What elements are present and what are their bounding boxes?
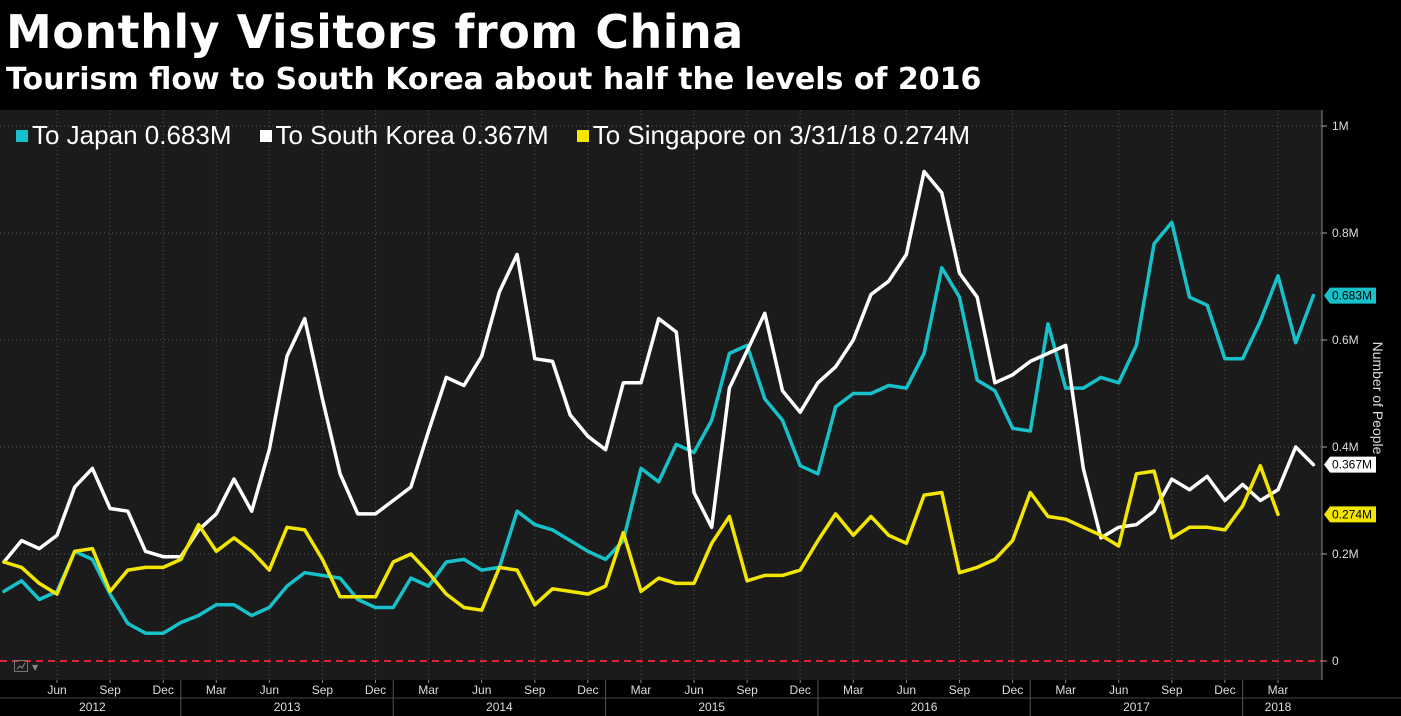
page-subtitle: Tourism flow to South Korea about half t… xyxy=(6,62,982,97)
y-axis-title: Number of People xyxy=(1370,341,1386,455)
legend-label-singapore: To Singapore on 3/31/18 xyxy=(592,120,877,150)
x-tick-label: Dec xyxy=(1002,683,1023,697)
end-label-text: 0.274M xyxy=(1332,507,1372,521)
japan-end-label: 0.683M xyxy=(1324,287,1376,304)
legend: To Japan 0.683M To South Korea 0.367M To… xyxy=(16,120,998,151)
x-tick-label: Jun xyxy=(897,683,916,697)
chart-options-icon[interactable] xyxy=(14,660,28,672)
line-chart: 0 0.2M 0.4M 0.6M 0.8M 1M 2012 2013 2014 2015 2016 2… xyxy=(0,110,1401,716)
end-label-text: 0.367M xyxy=(1332,458,1372,472)
x-tick-label: Sep xyxy=(949,683,971,697)
legend-label-japan: To Japan xyxy=(32,120,138,150)
y-tick-label: 1M xyxy=(1332,119,1349,133)
legend-swatch-singapore xyxy=(576,129,589,142)
japan-line xyxy=(2,220,1316,635)
end-label-text: 0.683M xyxy=(1332,289,1372,303)
year-label: 2015 xyxy=(698,700,725,714)
legend-swatch-korea xyxy=(259,129,272,142)
x-tick-label: Mar xyxy=(1055,683,1076,697)
page-title: Monthly Visitors from China xyxy=(6,5,744,59)
legend-label-korea: To South Korea xyxy=(275,120,455,150)
korea-end-label: 0.367M xyxy=(1324,456,1376,473)
singapore-end-label: 0.274M xyxy=(1324,506,1376,523)
x-tick-label: Mar xyxy=(206,683,227,697)
x-tick-label: Sep xyxy=(1161,683,1183,697)
y-tick-label: 0 xyxy=(1332,654,1339,668)
legend-item-japan[interactable]: To Japan 0.683M xyxy=(16,120,232,151)
legend-swatch-japan xyxy=(16,129,28,142)
x-tick-label: Sep xyxy=(312,683,334,697)
x-tick-label: Dec xyxy=(790,683,811,697)
x-tick-label: Dec xyxy=(365,683,386,697)
end-label-tag xyxy=(1324,506,1376,523)
x-tick-label: Jun xyxy=(47,683,66,697)
year-label: 2016 xyxy=(911,700,938,714)
year-label: 2013 xyxy=(274,700,301,714)
x-tick-label: Sep xyxy=(99,683,121,697)
x-tick-label: Dec xyxy=(577,683,598,697)
legend-item-korea[interactable]: To South Korea 0.367M xyxy=(259,120,549,151)
x-tick-label: Jun xyxy=(260,683,279,697)
x-tick-label: Mar xyxy=(418,683,439,697)
x-tick-label: Jun xyxy=(684,683,703,697)
year-label: 2012 xyxy=(79,700,106,714)
y-tick-label: 0.6M xyxy=(1332,333,1359,347)
y-tick-label: 0.2M xyxy=(1332,547,1359,561)
year-label: 2017 xyxy=(1123,700,1150,714)
x-tick-label: Mar xyxy=(631,683,652,697)
year-label: 2014 xyxy=(486,700,513,714)
x-tick-label: Sep xyxy=(524,683,546,697)
x-tick-label: Jun xyxy=(472,683,491,697)
legend-value-singapore: 0.274M xyxy=(883,120,971,150)
end-label-tag xyxy=(1324,456,1376,473)
legend-value-korea: 0.367M xyxy=(461,120,549,150)
plot-area xyxy=(0,110,1322,680)
singapore-line xyxy=(2,463,1280,612)
x-tick-label: Mar xyxy=(843,683,864,697)
y-tick-label: 0.8M xyxy=(1332,226,1359,240)
legend-value-japan: 0.683M xyxy=(144,120,232,150)
year-label: 2018 xyxy=(1265,700,1292,714)
x-tick-label: Jun xyxy=(1109,683,1128,697)
x-tick-label: Sep xyxy=(736,683,758,697)
x-tick-label: Dec xyxy=(1214,683,1235,697)
end-label-tag xyxy=(1324,287,1376,304)
korea-line xyxy=(2,169,1316,564)
x-tick-label: Mar xyxy=(1268,683,1289,697)
y-axis-title-wrap: Number of People xyxy=(1368,328,1388,468)
legend-item-singapore[interactable]: To Singapore on 3/31/18 0.274M xyxy=(576,120,971,151)
x-tick-label: Dec xyxy=(153,683,174,697)
y-tick-label: 0.4M xyxy=(1332,440,1359,454)
caret-down-icon[interactable]: ▼ xyxy=(32,663,39,672)
